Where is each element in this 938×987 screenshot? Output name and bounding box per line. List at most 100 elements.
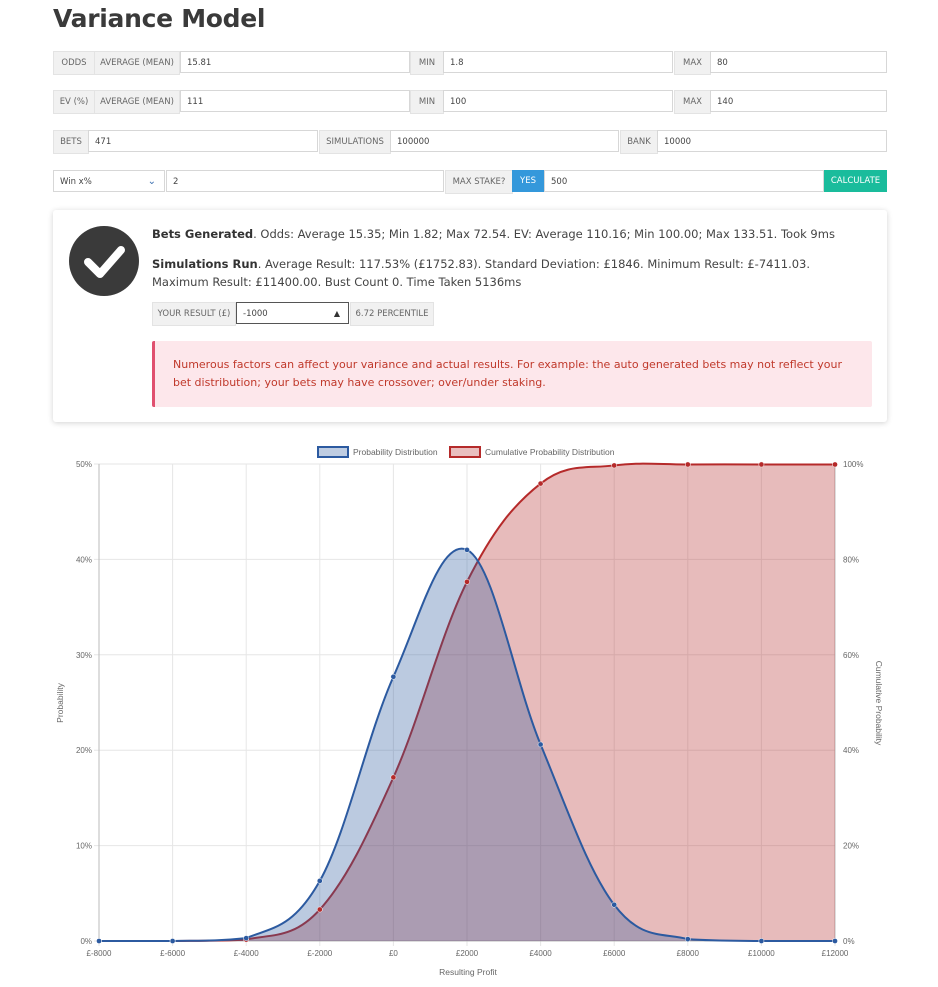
y-tick-label: 50% [76, 460, 92, 469]
ev-min-input[interactable]: 100 [443, 90, 673, 112]
legend-swatch-probability[interactable] [317, 446, 349, 458]
x-tick-label: £2000 [456, 949, 479, 958]
y-tick-label: 30% [76, 651, 92, 660]
odds-min-label: MIN [410, 51, 444, 75]
point-cumulative[interactable] [611, 462, 618, 469]
x-tick-label: £-2000 [307, 949, 332, 958]
point-probability[interactable] [684, 936, 691, 942]
point-probability[interactable] [243, 935, 250, 941]
your-result-value: -1000 [243, 309, 268, 319]
y-tick-label: 20% [76, 746, 92, 755]
simulations-input[interactable]: 100000 [390, 130, 619, 152]
point-probability[interactable] [758, 938, 765, 944]
ev-row: EV (%) AVERAGE (MEAN) 111 MIN 100 MAX 14… [53, 90, 887, 114]
ev-label: EV (%) [53, 90, 95, 114]
legend-swatch-cumulative[interactable] [449, 446, 481, 458]
bets-generated-text: Bets Generated. Odds: Average 15.35; Min… [152, 225, 862, 243]
point-cumulative[interactable] [758, 461, 765, 468]
chart-points [96, 461, 838, 944]
simulations-detail: . Average Result: 117.53% (£1752.83). St… [152, 257, 811, 289]
simulations-title: Simulations Run [152, 257, 258, 271]
bank-input[interactable]: 10000 [657, 130, 887, 152]
odds-row: ODDS AVERAGE (MEAN) 15.81 MIN 1.8 MAX 80 [53, 51, 887, 75]
y2-tick-label: 20% [843, 842, 859, 851]
bets-generated-title: Bets Generated [152, 227, 254, 241]
odds-max-label: MAX [674, 51, 711, 75]
point-cumulative[interactable] [684, 461, 691, 468]
bets-input[interactable]: 471 [88, 130, 318, 152]
simulations-text: Simulations Run. Average Result: 117.53%… [152, 255, 862, 291]
mode-select-value: Win x% [60, 177, 92, 187]
point-cumulative[interactable] [464, 578, 470, 585]
y-tick-label: 10% [76, 842, 92, 851]
y-tick-label: 0% [80, 937, 92, 946]
y2-tick-label: 80% [843, 555, 859, 564]
y-axis-title: Probability [55, 682, 65, 722]
point-cumulative[interactable] [537, 480, 544, 487]
check-icon [69, 226, 139, 296]
x-tick-label: £8000 [677, 949, 700, 958]
point-probability[interactable] [464, 547, 470, 553]
chart-grid [94, 463, 836, 946]
variance-chart: £-8000 £-6000 £-4000 £-2000 £0 £2000 £4000 £600… [55, 446, 884, 977]
point-probability[interactable] [537, 741, 544, 748]
ev-max-input[interactable]: 140 [710, 90, 887, 112]
odds-average-input[interactable]: 15.81 [180, 51, 410, 73]
point-probability[interactable] [316, 878, 323, 884]
odds-average-label: AVERAGE (MEAN) [94, 51, 180, 75]
your-result-input[interactable]: -1000 ▲︎ [236, 302, 349, 324]
point-cumulative[interactable] [832, 461, 838, 468]
y2-tick-label: 60% [843, 651, 859, 660]
point-probability[interactable] [611, 901, 618, 908]
controls-row: Win x% ⌄ 2 MAX STAKE? YES 500 CALCULATE [53, 170, 887, 194]
x-tick-label: £0 [389, 949, 398, 958]
bets-label: BETS [53, 130, 89, 154]
bets-generated-detail: . Odds: Average 15.35; Min 1.82; Max 72.… [253, 227, 835, 241]
ev-average-input[interactable]: 111 [180, 90, 410, 112]
y2-tick-label: 0% [843, 937, 855, 946]
max-stake-label: MAX STAKE? [445, 170, 513, 194]
x-tick-label: £6000 [603, 949, 626, 958]
ev-min-label: MIN [410, 90, 444, 114]
odds-max-input[interactable]: 80 [710, 51, 887, 73]
ev-max-label: MAX [674, 90, 711, 114]
spinner-icon[interactable]: ▲︎ [333, 309, 340, 318]
point-probability[interactable] [832, 938, 838, 944]
x-tick-label: £12000 [822, 949, 849, 958]
y2-tick-label: 40% [843, 746, 859, 755]
chart-ticks: £-8000 £-6000 £-4000 £-2000 £0 £2000 £4000 £600… [76, 460, 863, 958]
point-probability[interactable] [169, 938, 176, 944]
max-stake-input[interactable]: 500 [544, 170, 824, 192]
ev-average-label: AVERAGE (MEAN) [94, 90, 180, 114]
percentile-badge: 6.72 PERCENTILE [350, 302, 434, 326]
odds-min-input[interactable]: 1.8 [443, 51, 673, 73]
y2-tick-label: 100% [843, 460, 863, 469]
legend-label-cumulative[interactable]: Cumulative Probability Distribution [485, 447, 615, 457]
mode-value-input[interactable]: 2 [166, 170, 444, 192]
calculate-button[interactable]: CALCULATE [824, 170, 887, 192]
x-tick-label: £-8000 [87, 949, 112, 958]
point-cumulative[interactable] [390, 774, 397, 781]
x-tick-label: £10000 [748, 949, 775, 958]
x-axis-title: Resulting Profit [439, 967, 497, 977]
point-cumulative[interactable] [316, 906, 323, 913]
point-probability[interactable] [390, 673, 397, 680]
bets-row: BETS 471 SIMULATIONS 100000 BANK 10000 [53, 130, 887, 154]
point-probability[interactable] [96, 938, 102, 944]
area-probability [99, 548, 835, 941]
simulations-label: SIMULATIONS [319, 130, 391, 154]
legend-label-probability[interactable]: Probability Distribution [353, 447, 438, 457]
bank-label: BANK [620, 130, 658, 154]
area-cumulative [99, 463, 835, 941]
warning-alert: Numerous factors can affect your varianc… [152, 341, 872, 407]
mode-select[interactable]: Win x% ⌄ [53, 170, 165, 192]
page-title: Variance Model [53, 4, 266, 33]
x-tick-label: £4000 [529, 949, 552, 958]
x-tick-label: £-4000 [234, 949, 259, 958]
chevron-down-icon: ⌄ [147, 176, 156, 187]
y2-axis-title: Cumulative Probability [874, 661, 884, 746]
x-tick-label: £-6000 [160, 949, 185, 958]
max-stake-yes-button[interactable]: YES [512, 170, 544, 192]
result-card: Bets Generated. Odds: Average 15.35; Min… [53, 210, 887, 422]
your-result-label: YOUR RESULT (£) [152, 302, 236, 326]
